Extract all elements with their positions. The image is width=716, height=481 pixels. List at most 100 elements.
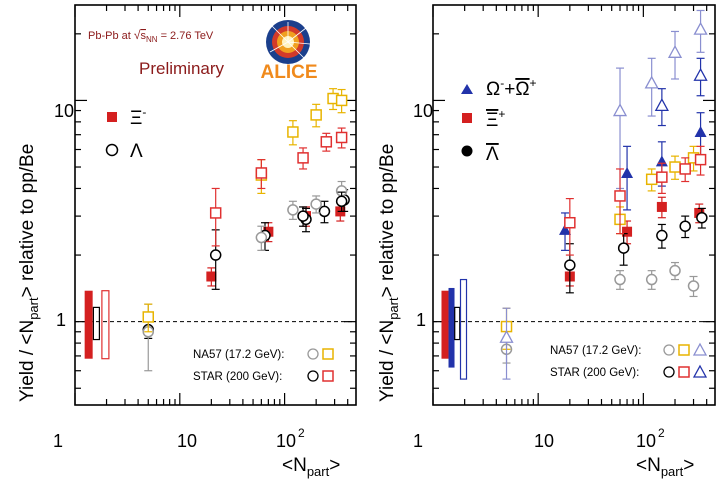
- collision-system-label: Pb-Pb at √sNN = 2.76 TeV: [88, 28, 214, 44]
- xtick-label-exp-right: 2: [658, 426, 665, 440]
- data-point: [645, 173, 658, 186]
- y-axis-label-left: Yield / <Npart> relative to pp/Be: [17, 144, 41, 402]
- ref-marker-na57-circle-right: [663, 344, 675, 356]
- data-point: [694, 153, 707, 166]
- reference-legend-right: NA57 (17.2 GeV): STAR (200 GeV):: [550, 342, 708, 379]
- data-point: [310, 198, 322, 210]
- normalization-uncertainty-box: [84, 290, 93, 359]
- data-point: [612, 103, 628, 117]
- data-point: [142, 311, 155, 323]
- data-point: [693, 21, 708, 35]
- ref-marker-star-square-left: [322, 370, 334, 382]
- legend-marker-lambda-right: [461, 145, 473, 157]
- ref-marker-star-circle-left: [307, 370, 319, 382]
- data-point: [614, 190, 626, 202]
- ref-marker-na57-square-right: [678, 344, 690, 356]
- data-point: [206, 271, 217, 282]
- data-point: [622, 226, 633, 237]
- ref-label-na57-right: NA57 (17.2 GeV):: [550, 345, 641, 357]
- data-point: [209, 249, 222, 261]
- xtick-label-10-left: 10: [177, 431, 197, 451]
- data-point: [255, 231, 268, 244]
- data-point: [614, 273, 626, 286]
- ytick-label-10-left: 10: [54, 101, 74, 121]
- normalization-uncertainty-box: [448, 287, 455, 368]
- xtick-label-100-left: 10: [276, 431, 296, 451]
- data-point: [318, 205, 331, 218]
- ref-label-star-left: STAR (200 GeV):: [193, 371, 282, 383]
- ref-label-na57-left: NA57 (17.2 GeV):: [193, 349, 284, 361]
- data-point: [687, 280, 700, 292]
- panel-left: [74, 4, 357, 406]
- data-point: [645, 273, 658, 286]
- data-point: [255, 167, 268, 179]
- data-point: [656, 229, 668, 242]
- plot-frame-right: [432, 4, 716, 406]
- y-axis-label-right: Yield / <Npart> relative to pp/Be: [377, 144, 401, 402]
- data-point: [617, 242, 630, 254]
- normalization-uncertainty-box: [454, 306, 461, 341]
- data-point: [297, 210, 309, 222]
- legend-marker-xi-minus: [107, 112, 117, 122]
- data-point: [621, 166, 634, 178]
- data-point: [694, 125, 707, 137]
- data-point: [287, 126, 299, 138]
- legend-marker-lambda: [105, 143, 119, 157]
- ref-marker-na57-triangle-right: [692, 342, 708, 356]
- ref-marker-na57-square-left: [322, 348, 334, 360]
- xtick-label-exp-left: 2: [298, 426, 305, 440]
- ref-marker-star-triangle-right: [692, 364, 708, 378]
- data-point: [669, 264, 681, 277]
- data-point: [679, 163, 691, 175]
- normalization-uncertainty-box: [92, 306, 100, 341]
- data-point: [335, 94, 348, 107]
- data-point: [559, 223, 572, 235]
- data-point: [310, 109, 322, 121]
- data-point: [669, 161, 681, 173]
- ytick-label-10-right: 10: [413, 101, 433, 121]
- x-axis-label-left: <Npart>: [282, 455, 340, 479]
- alice-logo: ALICE: [261, 20, 318, 83]
- data-point: [644, 75, 659, 89]
- legend-label-omega: Ω-+Ω+: [486, 76, 537, 100]
- ref-marker-star-square-right: [678, 366, 690, 378]
- xtick-label-1-right: 1: [413, 431, 423, 451]
- legend-marker-xi-plus: [462, 113, 472, 123]
- data-point: [696, 211, 708, 224]
- data-point: [667, 44, 683, 58]
- xtick-label-100-right: 10: [636, 431, 656, 451]
- ref-marker-star-circle-right: [663, 366, 675, 378]
- x-axis-label-right: <Npart>: [636, 455, 694, 479]
- data-point: [287, 204, 299, 216]
- data-point: [320, 136, 333, 148]
- ytick-label-1-right: 1: [416, 310, 426, 330]
- plot-frame-left: [74, 4, 357, 406]
- alice-logo-text: ALICE: [261, 62, 318, 83]
- data-point: [297, 152, 309, 164]
- data-point: [656, 201, 667, 212]
- legend-label-lambda: Λ: [130, 141, 143, 162]
- data-point: [679, 220, 691, 232]
- data-point: [693, 67, 708, 81]
- data-point: [209, 207, 222, 219]
- legend-label-lambda-bar: Λ: [486, 144, 499, 165]
- normalization-uncertainty-box: [441, 290, 449, 359]
- legend-label-xi-minus: Ξ-: [130, 105, 146, 129]
- legend-right: Ω-+Ω+ Ξ+ Λ: [461, 76, 537, 165]
- normalization-uncertainty-box: [459, 278, 468, 380]
- ref-label-star-right: STAR (200 GeV):: [550, 367, 639, 379]
- data-point: [335, 131, 348, 144]
- panel-right: [432, 4, 716, 406]
- legend-label-xi-plus: Ξ+: [486, 107, 505, 131]
- ref-marker-na57-circle-left: [307, 348, 319, 360]
- data-point: [564, 259, 576, 271]
- ytick-label-1-left: 1: [56, 310, 66, 330]
- data-point: [564, 216, 576, 229]
- legend-marker-omega: [461, 84, 473, 94]
- preliminary-label: Preliminary: [139, 59, 225, 78]
- data-point: [499, 329, 514, 343]
- legend-left: Ξ- Λ: [105, 105, 146, 162]
- xtick-label-10-right: 10: [534, 431, 554, 451]
- data-point: [335, 195, 348, 208]
